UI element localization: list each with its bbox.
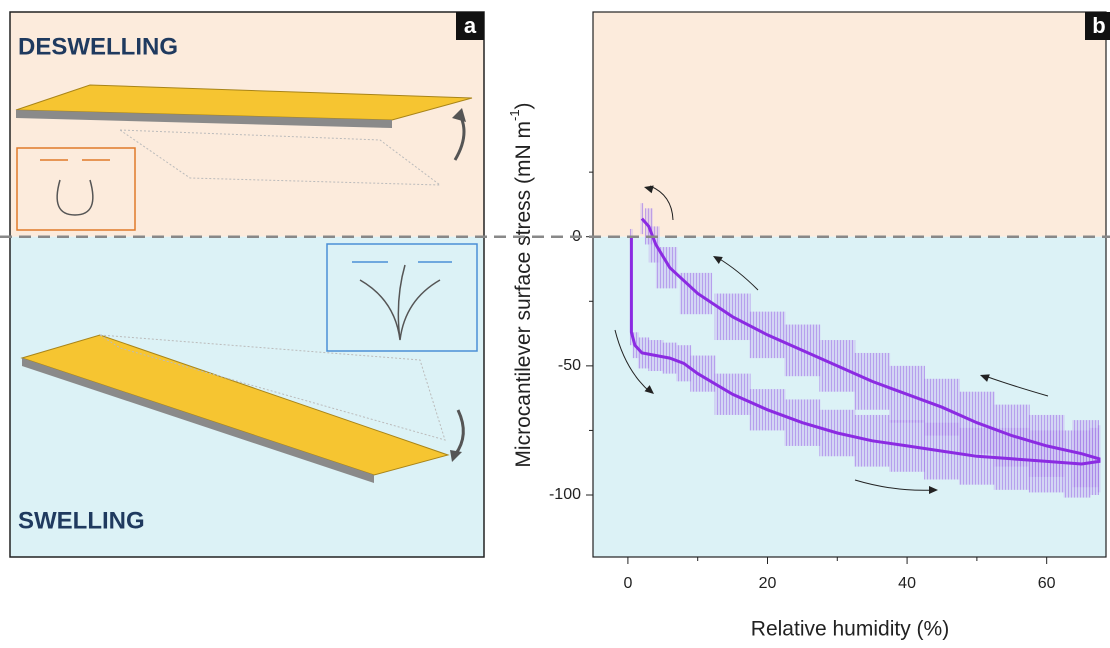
arrow-head [450, 450, 462, 462]
y-tick-label: -50 [558, 357, 581, 374]
y-axis-label: Microcantilever surface stress (mN m-1) [507, 102, 534, 467]
x-tick-label: 20 [759, 575, 777, 592]
arrow-head [980, 374, 990, 382]
positive-region [593, 12, 1106, 237]
arrow-head [644, 385, 654, 394]
direction-arrow [649, 185, 674, 221]
error-bar [690, 355, 716, 392]
x-tick-label: 40 [898, 575, 916, 592]
direction-arrow [854, 479, 936, 491]
negative-region [593, 236, 1106, 557]
deswelling-title: DESWELLING [18, 33, 178, 60]
inset-box [16, 147, 136, 231]
cantilever-edge [16, 110, 392, 128]
ghost-cantilever [99, 334, 446, 441]
direction-arrow [614, 329, 651, 393]
swelling-title: SWELLING [18, 507, 145, 534]
ghost-cantilever [118, 129, 442, 186]
panel-label: a [464, 13, 477, 38]
y-label-sup: -1 [507, 109, 522, 121]
error-bar [655, 247, 678, 289]
axes-frame [592, 11, 1107, 558]
data-line [629, 217, 1101, 466]
inset-strands [359, 264, 441, 341]
panel-label: b [1092, 13, 1105, 38]
inset-strands [56, 179, 94, 216]
arrow-head [452, 108, 466, 122]
x-axis-label: Relative humidity (%) [751, 618, 949, 641]
error-bar [640, 203, 644, 235]
y-tick-label: -100 [549, 486, 581, 503]
y-label-main: Microcantilever surface stress (mN m [512, 121, 535, 468]
x-tick-label: 60 [1038, 575, 1056, 592]
y-label-end: ) [512, 102, 535, 109]
inset-box [326, 243, 478, 352]
direction-arrow [984, 375, 1049, 397]
panel-a: a DESWELLING SWELLING [9, 11, 485, 558]
deswelling-bg [10, 12, 484, 237]
direction-arrow [717, 257, 759, 291]
cantilever-edge [22, 358, 374, 483]
x-tick-label: 0 [623, 575, 632, 592]
label-box [456, 12, 484, 40]
arrow-head [644, 185, 654, 194]
label-box [1085, 12, 1110, 40]
arrow-head [713, 256, 723, 264]
arrow-head [929, 486, 938, 494]
panel-frame [9, 11, 485, 558]
cantilever [15, 84, 473, 121]
